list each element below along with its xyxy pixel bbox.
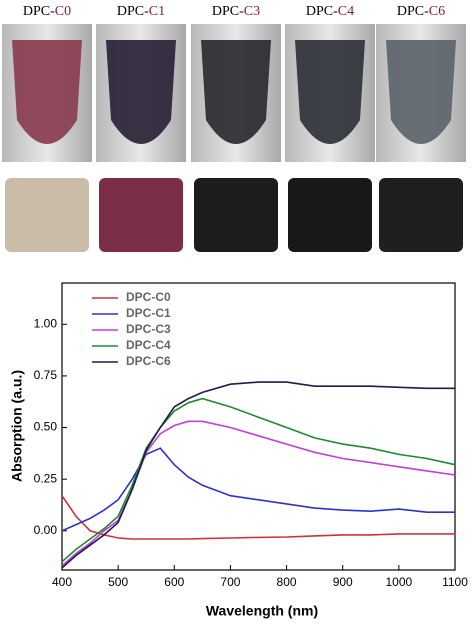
series-line bbox=[61, 397, 456, 563]
legend-label: DPC-C0 bbox=[126, 290, 171, 304]
vial bbox=[386, 40, 456, 144]
x-tick-label: 900 bbox=[333, 575, 353, 589]
x-tick-label: 400 bbox=[52, 575, 72, 589]
y-tick-label: 0.25 bbox=[34, 471, 58, 485]
series-line bbox=[61, 447, 455, 532]
y-axis-label: Absorption (a.u.) bbox=[9, 370, 25, 482]
vial bbox=[106, 40, 176, 144]
label-prefix: DPC- bbox=[23, 4, 55, 19]
x-tick-label: 1100 bbox=[442, 575, 468, 589]
y-tick-label: 1.00 bbox=[34, 316, 58, 330]
powder-photo bbox=[379, 178, 463, 252]
vial bbox=[295, 40, 365, 144]
vial bbox=[201, 40, 271, 144]
photo-label: DPC-C0 bbox=[23, 4, 71, 19]
label-code: C4 bbox=[338, 4, 354, 19]
label-prefix: DPC- bbox=[397, 4, 429, 19]
photo-label: DPC-C6 bbox=[397, 4, 445, 19]
label-code: C6 bbox=[429, 4, 445, 19]
powder-photo bbox=[5, 178, 89, 252]
label-code: C1 bbox=[149, 4, 165, 19]
photo-label: DPC-C4 bbox=[306, 4, 354, 19]
x-tick-label: 500 bbox=[108, 575, 128, 589]
label-prefix: DPC- bbox=[306, 4, 338, 19]
series-line bbox=[61, 495, 455, 540]
legend-label: DPC-C1 bbox=[126, 306, 171, 320]
powder-photo bbox=[99, 178, 183, 252]
label-code: C0 bbox=[55, 4, 71, 19]
y-tick-label: 0.00 bbox=[34, 523, 58, 537]
series-line bbox=[61, 420, 456, 567]
label-prefix: DPC- bbox=[212, 4, 244, 19]
legend-label: DPC-C6 bbox=[126, 354, 171, 368]
x-tick-label: 600 bbox=[164, 575, 184, 589]
photo-label: DPC-C3 bbox=[212, 4, 260, 19]
photo-label: DPC-C1 bbox=[117, 4, 165, 19]
x-tick-label: 700 bbox=[220, 575, 240, 589]
vial bbox=[12, 40, 82, 144]
x-axis-label: Wavelength (nm) bbox=[206, 603, 318, 619]
series-line bbox=[61, 381, 455, 569]
powder-photo bbox=[288, 178, 372, 252]
x-tick-label: 1000 bbox=[386, 575, 413, 589]
y-tick-label: 0.75 bbox=[34, 368, 58, 382]
legend-label: DPC-C4 bbox=[126, 338, 171, 352]
plot-frame bbox=[61, 282, 456, 571]
label-code: C3 bbox=[244, 4, 260, 19]
x-tick-label: 800 bbox=[277, 575, 297, 589]
label-prefix: DPC- bbox=[117, 4, 149, 19]
legend-label: DPC-C3 bbox=[126, 322, 171, 336]
y-tick-label: 0.50 bbox=[34, 420, 58, 434]
powder-photo bbox=[194, 178, 278, 252]
